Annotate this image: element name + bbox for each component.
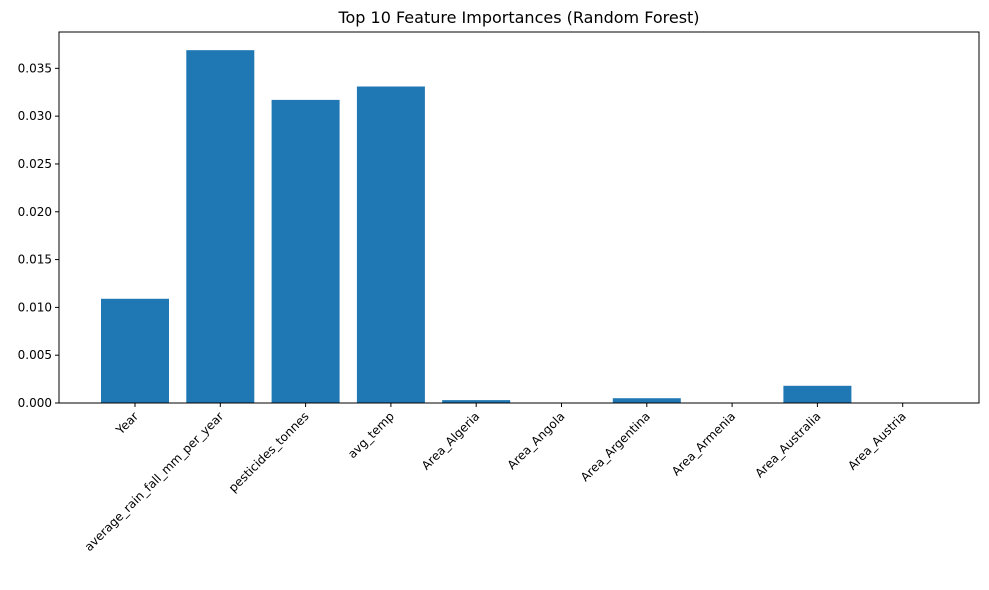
bar-area-algeria	[442, 400, 511, 403]
x-tick-label: Area_Algeria	[419, 409, 482, 472]
y-tick-label: 0.025	[18, 157, 52, 171]
y-tick-label: 0.005	[18, 348, 52, 362]
x-tick-label: Area_Austria	[845, 409, 909, 473]
bar-average-rain-fall-mm-per-year	[186, 50, 255, 404]
y-tick-label: 0.000	[18, 396, 52, 410]
x-tick-label: Area_Australia	[752, 409, 823, 480]
x-tick-label: avg_temp	[345, 409, 397, 461]
y-tick-label: 0.020	[18, 205, 52, 219]
bar-year	[101, 298, 169, 403]
x-tick-label: pesticides_tonnes	[226, 409, 312, 495]
x-tick-label: Area_Armenia	[669, 409, 738, 478]
bar-area-argentina	[612, 398, 681, 403]
y-tick-label: 0.010	[18, 300, 52, 314]
bar-avg-temp	[356, 86, 425, 403]
bars-group	[101, 50, 937, 404]
bar-pesticides-tonnes	[271, 99, 340, 403]
y-tick-label: 0.015	[18, 253, 52, 267]
x-tick-label: Year	[113, 409, 142, 438]
y-tick-label: 0.035	[18, 61, 52, 75]
chart-title: Top 10 Feature Importances (Random Fores…	[337, 8, 699, 27]
bar-area-australia	[783, 385, 852, 403]
x-tick-label: Area_Argentina	[578, 409, 653, 484]
y-axis-ticks: 0.000 0.005 0.010 0.015 0.020 0.025 0.030 0.035	[18, 61, 59, 410]
plot-frame	[58, 31, 980, 404]
y-tick-label: 0.030	[18, 109, 52, 123]
x-tick-label: average_rain_fall_mm_per_year	[82, 409, 227, 554]
x-tick-label: Area_Angola	[505, 409, 568, 472]
